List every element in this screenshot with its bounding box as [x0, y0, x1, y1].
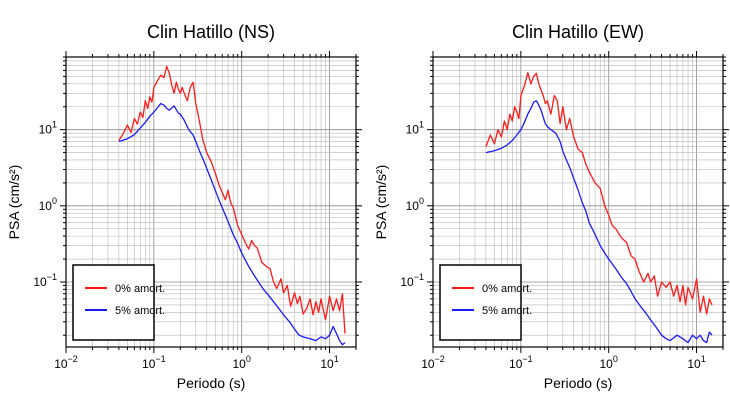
x-tick-label: 101 [687, 354, 705, 371]
chart-title: Clin Hatillo (EW) [512, 22, 644, 42]
ticks [60, 51, 362, 353]
legend-box [72, 264, 155, 341]
chart-panel: 10−2 10−1 100 101 10−1 100 101 Clin Hatillo (EW… [373, 22, 729, 391]
legend: 0% amort. 5% amort. [439, 264, 532, 341]
plot-frame [432, 56, 724, 348]
x-tick-label: 100 [600, 354, 618, 371]
x-tick-label: 10−2 [421, 354, 445, 371]
y-tick-label: 101 [406, 120, 424, 137]
x-tick-label: 10−1 [509, 354, 533, 371]
y-tick-label: 100 [39, 196, 57, 213]
x-axis-label: Periodo (s) [544, 375, 612, 391]
legend-label: 5% amort. [115, 305, 165, 317]
x-tick-label: 100 [233, 354, 251, 371]
y-axis-label: PSA (cm/s²) [6, 165, 22, 240]
plot-frame [65, 56, 357, 348]
x-tick-label: 101 [320, 354, 338, 371]
legend-label: 5% amort. [482, 305, 532, 317]
y-tick-label: 100 [406, 196, 424, 213]
y-axis-label: PSA (cm/s²) [373, 165, 389, 240]
legend-label: 0% amort. [115, 283, 165, 295]
x-tick-label: 10−1 [142, 354, 166, 371]
series-line [118, 65, 346, 334]
y-tick-label: 101 [39, 120, 57, 137]
legend-label: 0% amort. [482, 283, 532, 295]
series-line [485, 100, 713, 344]
legend: 0% amort. 5% amort. [72, 264, 165, 341]
y-tick-label: 10−1 [400, 272, 424, 289]
chart-panel: 10−2 10−1 100 101 10−1 100 101 Clin Hatillo (NS… [6, 22, 362, 391]
series-line [118, 102, 346, 346]
y-tick-label: 10−1 [33, 272, 57, 289]
ticks [427, 51, 729, 353]
x-axis-label: Periodo (s) [177, 375, 245, 391]
series-line [485, 72, 713, 315]
x-tick-label: 10−2 [54, 354, 78, 371]
legend-box [439, 264, 522, 341]
chart-title: Clin Hatillo (NS) [147, 22, 275, 42]
